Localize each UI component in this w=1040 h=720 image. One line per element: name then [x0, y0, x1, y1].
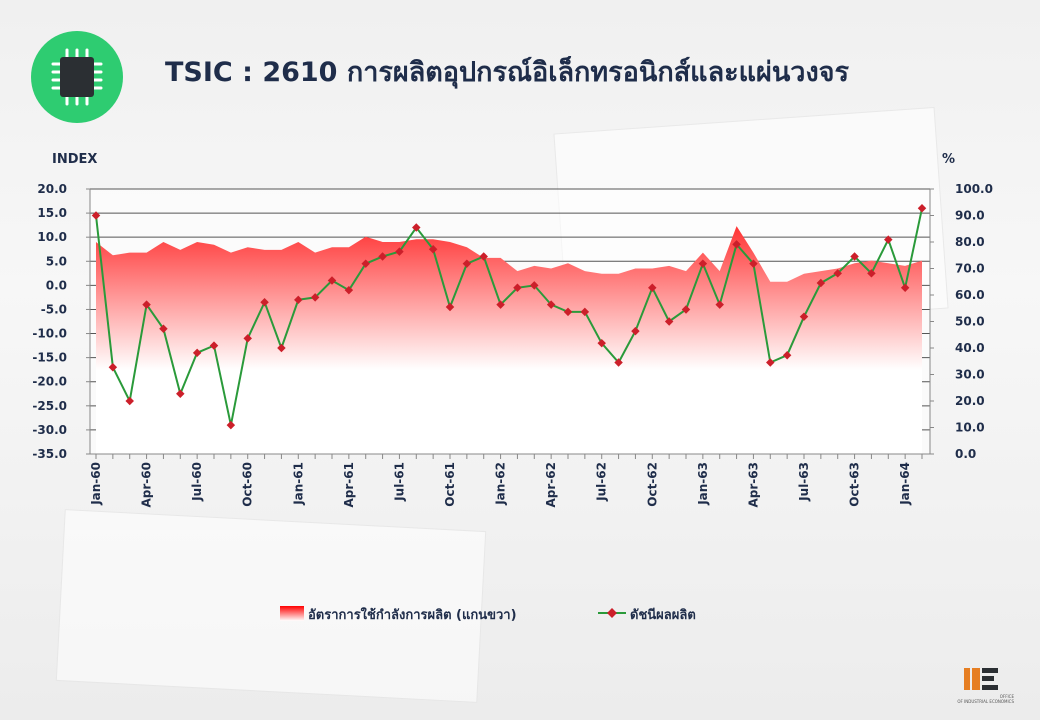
data-point: [226, 420, 236, 430]
right-axis-label: %: [942, 152, 955, 167]
legend-area-swatch: [280, 606, 304, 621]
data-point: [361, 259, 370, 268]
right-tick-label: 20.0: [955, 394, 985, 408]
legend-line-label: ดัชนีผลผลิต: [630, 607, 696, 623]
data-point: [799, 312, 809, 321]
data-point: [816, 278, 826, 288]
data-point: [563, 307, 573, 317]
x-tick-label: Oct-63: [848, 462, 862, 507]
right-tick-label: 30.0: [955, 368, 985, 382]
data-point: [496, 300, 505, 309]
data-point: [597, 338, 606, 348]
data-point: [428, 244, 438, 254]
data-point: [766, 358, 775, 367]
data-point: [698, 259, 708, 268]
capacity-area: [96, 226, 922, 454]
right-tick-label: 50.0: [955, 315, 985, 329]
x-tick-label: Oct-60: [241, 462, 255, 507]
data-point: [681, 305, 691, 314]
data-point: [277, 343, 286, 353]
data-point: [243, 334, 252, 343]
left-tick-label: -35.0: [32, 447, 67, 461]
data-point: [546, 300, 556, 309]
data-point: [294, 295, 303, 305]
oie-logo: OFFICE OF INDUSTRIAL ECONOMICS: [950, 664, 1014, 710]
right-tick-label: 60.0: [955, 288, 985, 302]
left-tick-label: 10.0: [37, 230, 67, 244]
x-tick-label: Apr-63: [746, 462, 760, 507]
x-tick-label: Apr-62: [544, 462, 558, 507]
data-point: [462, 259, 472, 268]
left-tick-label: -10.0: [32, 327, 67, 341]
data-point: [344, 285, 354, 295]
x-tick-label: Oct-62: [645, 462, 659, 507]
right-tick-label: 40.0: [955, 341, 985, 355]
data-point: [327, 276, 337, 285]
right-tick-label: 70.0: [955, 262, 985, 276]
data-point: [648, 283, 657, 293]
legend-area-label: อัตราการใช้กำลังการผลิต (แกนขวา): [308, 606, 517, 623]
right-tick-label: 80.0: [955, 235, 985, 249]
page-title: TSIC : 2610 การผลิตอุปกรณ์อิเล็กทรอนิกส์…: [165, 57, 849, 88]
data-point: [867, 269, 876, 278]
x-tick-label: Jan-64: [898, 462, 912, 506]
left-tick-label: -5.0: [41, 302, 67, 316]
x-tick-label: Jul-62: [595, 462, 609, 502]
right-tick-label: 90.0: [955, 209, 985, 223]
x-tick-label: Jul-60: [190, 462, 204, 502]
x-tick-label: Jan-60: [89, 462, 103, 506]
left-tick-label: 15.0: [37, 206, 67, 220]
right-tick-label: 100.0: [955, 182, 993, 196]
microchip-icon-badge: [31, 31, 123, 123]
left-tick-label: 20.0: [37, 182, 67, 196]
left-tick-label: -25.0: [32, 399, 67, 413]
left-tick-label: 5.0: [46, 254, 67, 268]
x-tick-label: Oct-61: [443, 462, 457, 507]
logo-org-line1: OFFICE: [999, 694, 1014, 699]
data-point: [445, 302, 455, 312]
data-point: [310, 293, 320, 302]
x-tick-label: Apr-61: [342, 462, 356, 507]
data-point: [108, 363, 118, 372]
legend: อัตราการใช้กำลังการผลิต (แกนขวา) ดัชนีผล…: [280, 606, 696, 623]
microchip-icon: [51, 48, 103, 106]
data-point: [513, 283, 522, 293]
left-tick-label: -30.0: [32, 423, 67, 437]
data-point: [580, 307, 590, 317]
data-point: [614, 358, 623, 367]
data-point: [192, 348, 202, 358]
data-point: [631, 326, 640, 336]
data-point: [159, 324, 168, 333]
data-point: [91, 211, 101, 220]
left-tick-label: -15.0: [32, 351, 67, 365]
left-tick-label: 0.0: [46, 278, 67, 292]
x-tick-label: Apr-60: [140, 462, 154, 507]
right-tick-label: 10.0: [955, 421, 985, 435]
data-point: [209, 341, 219, 350]
data-point: [142, 300, 151, 309]
data-point: [749, 259, 758, 268]
data-point: [530, 281, 539, 290]
left-axis-label: INDEX: [52, 152, 97, 167]
x-tick-label: Jan-63: [696, 462, 710, 506]
data-point: [782, 350, 792, 360]
x-tick-label: Jan-61: [291, 462, 305, 506]
x-tick-label: Jul-63: [797, 462, 811, 502]
data-point: [900, 283, 910, 293]
right-tick-label: 0.0: [955, 447, 976, 461]
left-tick-label: -20.0: [32, 375, 67, 389]
data-point: [125, 396, 134, 406]
data-point: [715, 300, 724, 309]
data-point: [176, 389, 185, 399]
logo-org-line2: OF INDUSTRIAL ECONOMICS: [957, 699, 1014, 704]
data-point: [395, 247, 404, 256]
data-point: [833, 269, 842, 278]
data-point: [664, 317, 674, 326]
legend-line-marker: [607, 608, 617, 618]
data-point: [412, 223, 421, 232]
data-point: [260, 297, 269, 307]
x-tick-label: Jul-61: [392, 462, 406, 502]
x-tick-label: Jan-62: [494, 462, 508, 506]
